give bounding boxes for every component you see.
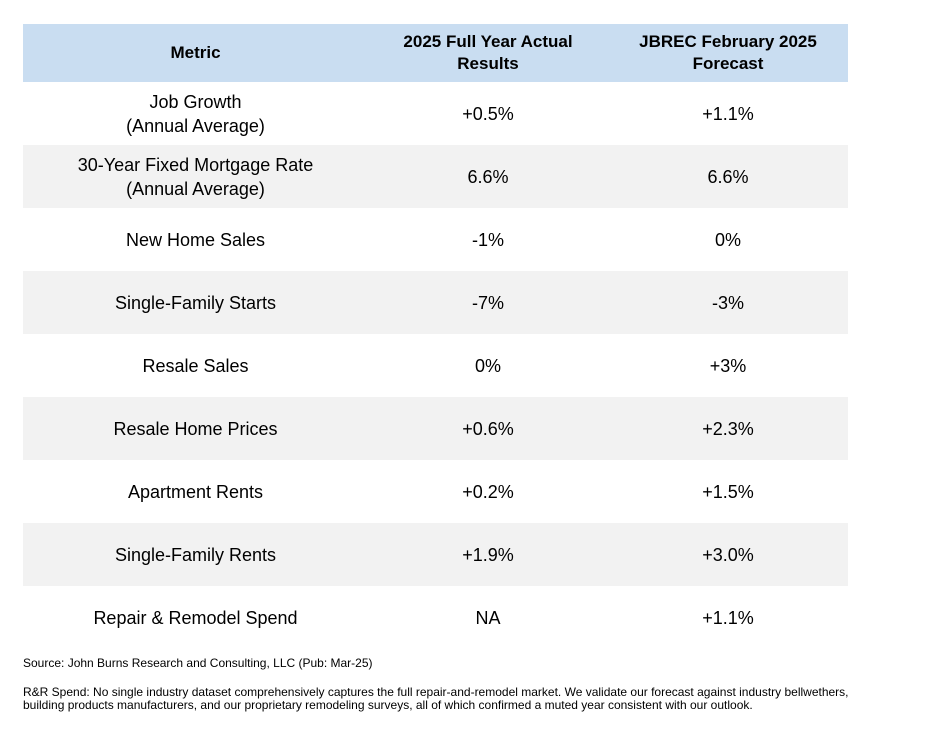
forecast-cell: +1.1% <box>702 607 754 628</box>
forecast-cell: +1.5% <box>702 481 754 502</box>
table-row: New Home Sales -1% 0% <box>23 208 848 271</box>
metric-cell: New Home Sales <box>23 208 368 271</box>
table-row: Single-Family Starts -7% -3% <box>23 271 848 334</box>
table-row: Apartment Rents +0.2% +1.5% <box>23 460 848 523</box>
metric-cell: Apartment Rents <box>23 460 368 523</box>
metric-cell: Resale Home Prices <box>23 397 368 460</box>
actual-cell: -1% <box>471 229 504 250</box>
actual-cell: +1.9% <box>368 523 608 586</box>
forecast-cell: +3% <box>709 355 747 376</box>
header-cell: Metric <box>23 24 368 82</box>
metric-cell: Single-Family Rents <box>23 523 368 586</box>
actual-cell: NA <box>475 607 501 628</box>
metric-line: (Annual Average) <box>126 115 265 136</box>
table-row: Job Growth (Annual Average) +0.5% +1.1% <box>23 82 848 145</box>
forecast-cell: 0% <box>714 229 741 250</box>
source-note: Source: John Burns Research and Consulti… <box>23 656 373 670</box>
metric-line: Repair & Remodel Spend <box>93 607 298 628</box>
metric-line: Job Growth <box>149 91 242 112</box>
metric-line: Apartment Rents <box>127 481 264 502</box>
footnote: R&R Spend: No single industry dataset co… <box>23 685 849 712</box>
forecast-cell: -3% <box>608 271 848 334</box>
table-row: 30-Year Fixed Mortgage Rate (Annual Avera… <box>23 145 848 208</box>
forecast-cell: +3.0% <box>608 523 848 586</box>
metric-line: Resale Sales <box>142 355 249 376</box>
forecast-cell: +2.3% <box>608 397 848 460</box>
table-row: Single-Family Rents +1.9% +3.0% <box>23 523 848 586</box>
actual-cell: 0% <box>474 355 501 376</box>
header-row: Metric 2025 Full Year Actual Results JBREC… <box>23 24 848 82</box>
table-row: Resale Home Prices +0.6% +2.3% <box>23 397 848 460</box>
metric-line: New Home Sales <box>125 229 266 250</box>
metric-line: Single-Family Starts <box>114 292 277 313</box>
metric-cell: Repair & Remodel Spend <box>23 586 368 649</box>
metric-line: Resale Home Prices <box>113 418 278 439</box>
metric-cell: 30-Year Fixed Mortgage Rate (Annual Avera… <box>23 145 368 208</box>
metric-line: 30-Year Fixed Mortgage Rate <box>77 154 314 175</box>
actual-cell: -7% <box>368 271 608 334</box>
table-row: Repair & Remodel Spend NA +1.1% <box>23 586 848 649</box>
metric-line: Single-Family Rents <box>114 544 277 565</box>
metric-line: (Annual Average) <box>126 178 265 199</box>
actual-cell: 6.6% <box>368 145 608 208</box>
metric-cell: Job Growth (Annual Average) <box>23 82 368 145</box>
actual-cell: +0.2% <box>462 481 514 502</box>
actual-cell: +0.5% <box>462 103 514 124</box>
forecast-cell: +1.1% <box>702 103 754 124</box>
forecast-table: Metric 2025 Full Year Actual Results JBREC… <box>23 24 848 649</box>
metric-cell: Resale Sales <box>23 334 368 397</box>
actual-cell: +0.6% <box>368 397 608 460</box>
metric-cell: Single-Family Starts <box>23 271 368 334</box>
header-cell: 2025 Full Year Actual Results <box>368 24 608 82</box>
header-cell: JBREC February 2025 Forecast <box>608 24 848 82</box>
forecast-cell: 6.6% <box>608 145 848 208</box>
table-row: Resale Sales 0% +3% <box>23 334 848 397</box>
